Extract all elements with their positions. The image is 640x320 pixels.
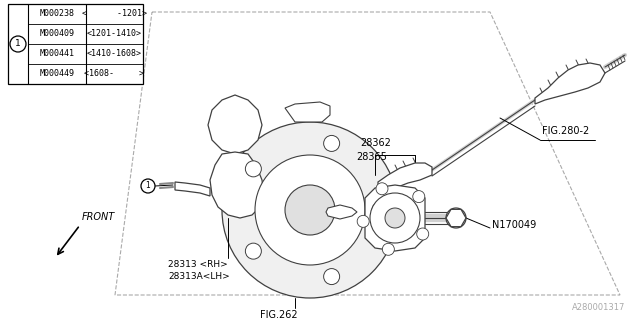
Text: <      -1201>: < -1201> (82, 10, 147, 19)
Text: FRONT: FRONT (82, 212, 115, 222)
Text: M000449: M000449 (40, 69, 74, 78)
Text: <1410-1608>: <1410-1608> (87, 50, 142, 59)
Circle shape (385, 208, 405, 228)
Text: 1: 1 (15, 39, 21, 49)
Circle shape (285, 185, 335, 235)
Circle shape (324, 135, 340, 151)
Circle shape (255, 155, 365, 265)
Text: 28313A<LH>: 28313A<LH> (168, 272, 230, 281)
Polygon shape (326, 205, 357, 219)
Text: <1201-1410>: <1201-1410> (87, 29, 142, 38)
Text: A280001317: A280001317 (572, 303, 625, 312)
Polygon shape (535, 63, 605, 104)
Polygon shape (210, 152, 264, 218)
Text: FIG.280-2: FIG.280-2 (542, 126, 589, 136)
Circle shape (357, 215, 369, 227)
Bar (8, 4, 143, 84)
Text: M000441: M000441 (40, 50, 74, 59)
Circle shape (141, 179, 155, 193)
Circle shape (382, 243, 394, 255)
Text: 1: 1 (146, 181, 150, 190)
Circle shape (376, 183, 388, 195)
Polygon shape (446, 209, 466, 227)
Circle shape (222, 122, 398, 298)
Circle shape (10, 36, 26, 52)
Polygon shape (365, 185, 425, 251)
Circle shape (413, 191, 425, 203)
Circle shape (372, 202, 388, 218)
Circle shape (324, 268, 340, 284)
Circle shape (370, 193, 420, 243)
Polygon shape (208, 95, 262, 154)
Text: 28362: 28362 (360, 138, 391, 148)
Text: N170049: N170049 (492, 220, 536, 230)
Circle shape (417, 228, 429, 240)
Polygon shape (285, 102, 330, 122)
Text: 28365: 28365 (356, 152, 387, 162)
Circle shape (446, 208, 466, 228)
Text: <1608-     >: <1608- > (84, 69, 145, 78)
Polygon shape (175, 182, 210, 196)
Text: 28313 <RH>: 28313 <RH> (168, 260, 228, 269)
Circle shape (245, 161, 261, 177)
Text: M000238: M000238 (40, 10, 74, 19)
Polygon shape (378, 163, 432, 192)
Text: M000409: M000409 (40, 29, 74, 38)
Circle shape (245, 243, 261, 259)
Text: FIG.262: FIG.262 (260, 310, 298, 320)
